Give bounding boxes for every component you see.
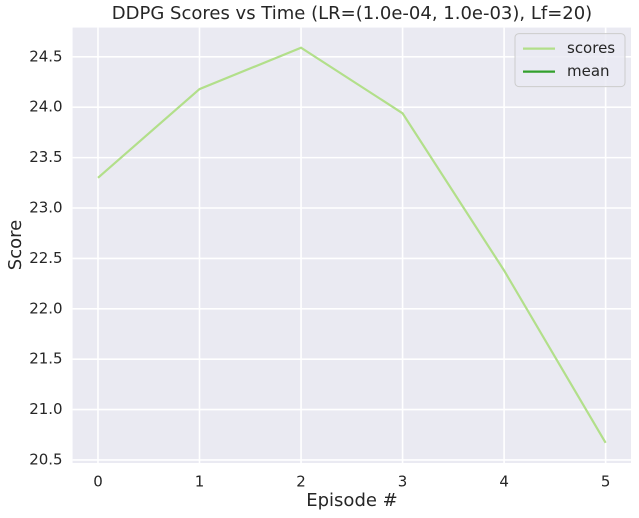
legend-box: [514, 33, 626, 88]
plot-area: [72, 27, 632, 463]
y-tick-label: 23.5: [29, 148, 62, 166]
x-tick-label: 5: [601, 473, 611, 491]
legend-label: scores: [567, 39, 615, 57]
x-tick-label: 1: [195, 473, 205, 491]
y-tick-label: 21.5: [29, 350, 62, 368]
y-tick-label: 22.5: [29, 249, 62, 267]
x-tick-label: 0: [93, 473, 103, 491]
legend-label: mean: [567, 62, 610, 80]
x-axis-label: Episode #: [306, 490, 398, 511]
y-tick-label: 20.5: [29, 450, 62, 468]
y-tick-label: 24.0: [29, 98, 62, 116]
x-tick-label: 2: [296, 473, 306, 491]
y-tick-label: 21.0: [29, 400, 62, 418]
series-line: [97, 46, 607, 444]
y-tick-label: 22.0: [29, 299, 62, 317]
x-tick-label: 3: [398, 473, 408, 491]
x-tick-label: 4: [499, 473, 509, 491]
chart-title: DDPG Scores vs Time (LR=(1.0e-04, 1.0e-0…: [112, 3, 592, 24]
y-tick-label: 24.5: [29, 47, 62, 65]
y-tick-label: 23.0: [29, 199, 62, 217]
y-axis-label: Score: [5, 220, 26, 270]
